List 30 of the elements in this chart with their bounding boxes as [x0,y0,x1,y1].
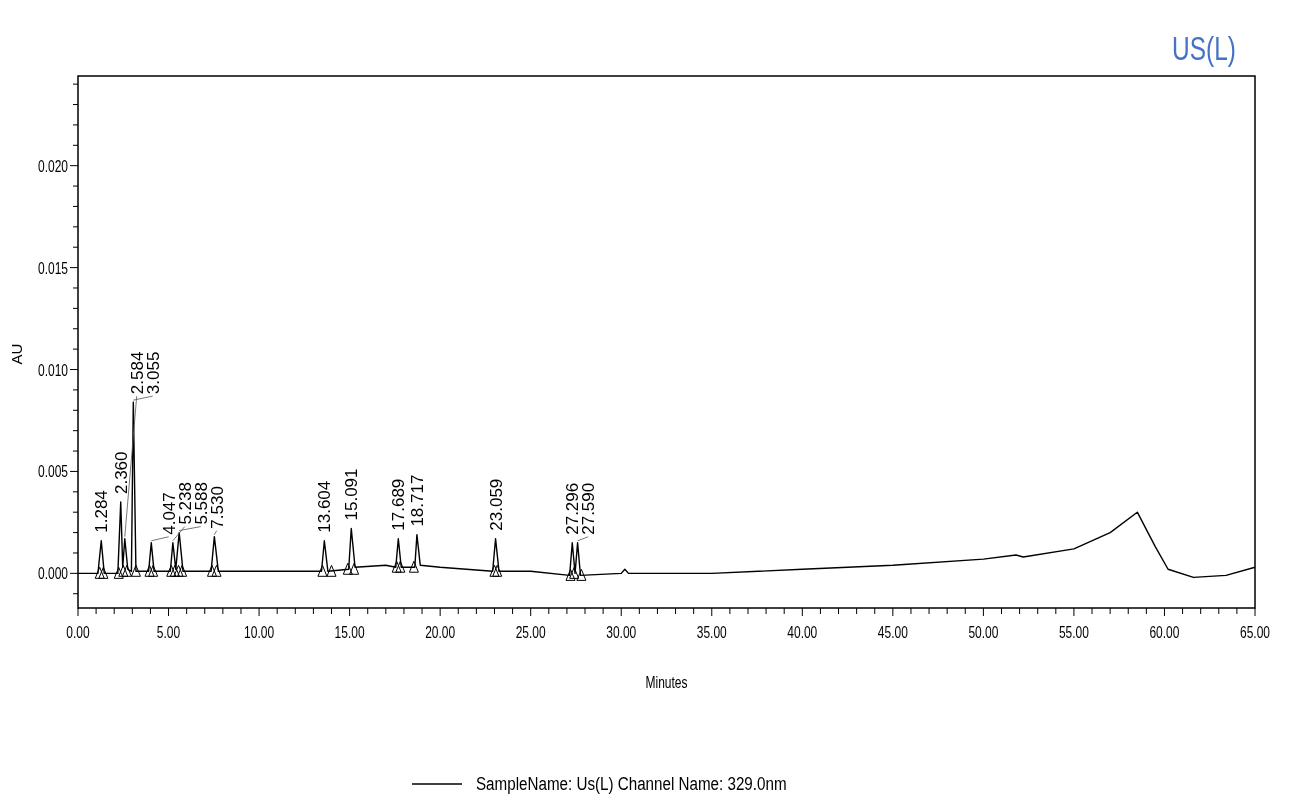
x-axis-title: Minutes [645,673,688,692]
x-tick-label: 50.00 [968,623,999,642]
annotation: 17.689 [389,478,409,531]
y-tick-label: 0.020 [38,156,69,176]
annotation: 18.717 [407,474,427,527]
annotation: 13.604 [315,480,335,533]
x-tick-label: 55.00 [1058,623,1090,642]
x-tick-label: 15.00 [334,623,365,642]
x-tick-label: 30.00 [606,623,637,642]
annotation: 15.091 [342,468,362,521]
annotation: 2.360 [111,451,131,495]
text: US(L) [1172,29,1236,67]
annotation: 1.284 [92,490,112,533]
x-tick-label: 45.00 [877,623,908,642]
y-tick-label: 0.005 [38,462,69,481]
y-tick-label: 0.015 [38,258,69,277]
x-tick-label: 20.00 [425,623,456,642]
x-tick-label: 0.00 [66,623,90,642]
x-tick-label: 10.00 [244,623,275,642]
x-tick-label: 5.00 [156,623,181,642]
x-tick-label: 40.00 [787,623,818,642]
x-tick-label: 35.00 [696,623,727,642]
x-tick-label: 60.00 [1149,623,1180,642]
y-tick-label: 0.010 [38,360,69,379]
x-tick-label: 25.00 [515,623,546,642]
x-tick-label: 65.00 [1240,623,1271,642]
y-tick-label: 0.000 [38,564,69,583]
annotation: 23.059 [486,478,506,531]
legend-label: SampleName: Us(L) Channel Name: 329.0nm [476,772,787,795]
y-axis-title: AU [8,343,25,365]
